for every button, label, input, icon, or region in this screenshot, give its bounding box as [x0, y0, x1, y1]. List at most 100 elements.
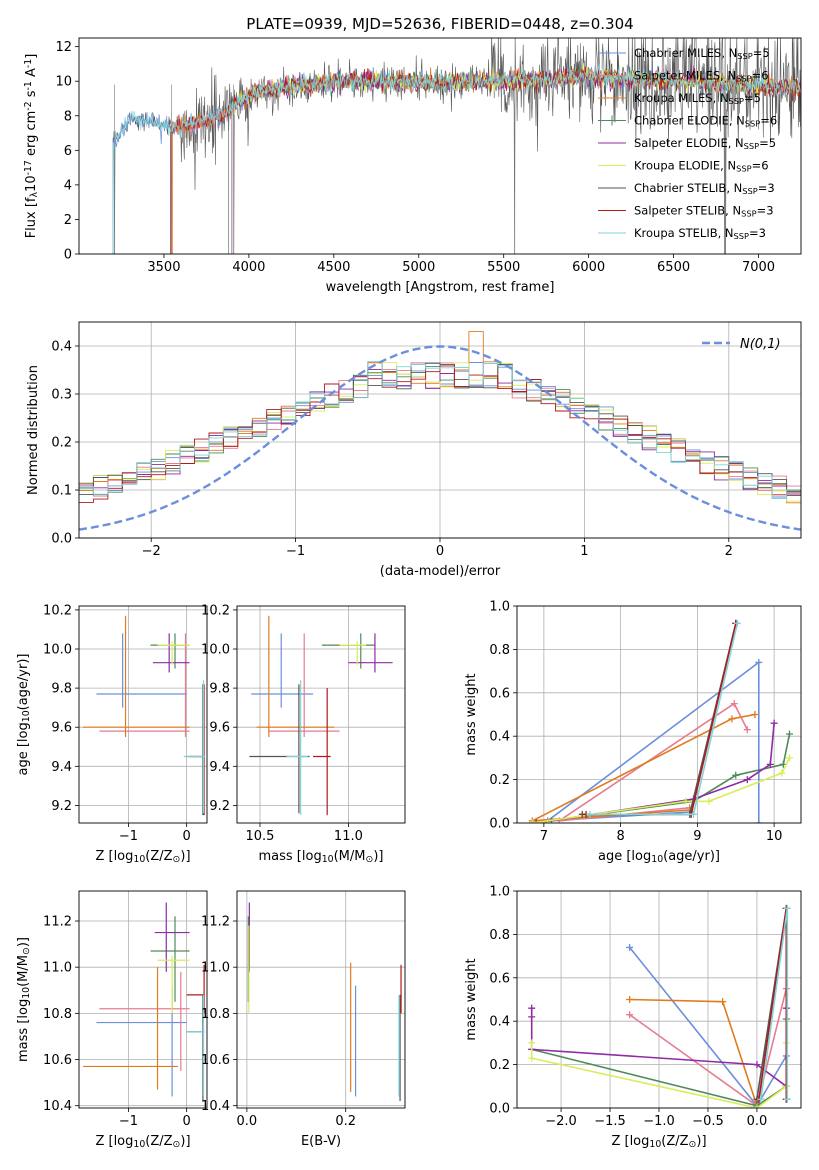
y-tick-label: 0.8 [489, 643, 510, 658]
y-tick-label: 9.8 [209, 682, 230, 697]
axes-frame [236, 605, 406, 824]
weight-point-marker [783, 1095, 791, 1103]
weight-point-marker [743, 776, 751, 784]
y-tick-label: 4 [64, 178, 72, 193]
y-tick-label: 10.8 [201, 1007, 230, 1022]
y-tick-label: 1.0 [489, 600, 510, 615]
y-tick-label: 10.4 [201, 1099, 230, 1114]
x-tick-label: 0.2 [335, 1114, 356, 1129]
legend-entry: Salpeter MILES, NSSP=6 [634, 69, 769, 84]
y-axis-label: mass weight [464, 673, 479, 755]
y-tick-label: 10.0 [43, 643, 72, 658]
y-tick-label: 9.8 [51, 682, 72, 697]
y-axis-label: Flux [fλ10-17 erg cm-2 s-1 A-1] [23, 54, 40, 239]
y-tick-label: 0.1 [51, 484, 72, 499]
errorbar-point [157, 641, 190, 665]
y-axis-label: mass [log10(M/M⊙)] [16, 937, 32, 1062]
weight-point-marker [783, 904, 791, 912]
x-tick-label: −2 [142, 544, 161, 559]
y-tick-label: 9.6 [51, 721, 72, 736]
y-tick-label: 9.6 [209, 721, 230, 736]
x-axis-label: age [log10(age/yr)] [598, 849, 720, 865]
y-tick-label: 9.4 [209, 760, 230, 775]
y-axis-label: Normed distribution [26, 365, 41, 495]
axes-frame [78, 37, 802, 255]
axes-frame [78, 321, 802, 539]
residual-histogram [79, 361, 801, 499]
legend-entry: Chabrier STELIB, NSSP=3 [634, 181, 775, 196]
weight-point-marker [586, 810, 594, 818]
errorbar-point [183, 680, 205, 814]
legend-entry: Salpeter ELODIE, NSSP=5 [634, 136, 776, 151]
errorbar-point [286, 680, 308, 816]
weight-point-marker [755, 658, 763, 666]
x-tick-label: 5000 [402, 260, 435, 275]
y-tick-label: 10.8 [43, 1007, 72, 1022]
weight-point-marker [751, 711, 759, 718]
x-axis-label: wavelength [Angstrom, rest frame] [326, 280, 555, 295]
y-tick-label: 9.2 [209, 799, 230, 814]
age-vs-mass-panel: 10.5 11.0 9.2 9.4 9.6 9.8 10.0 10.2 mass [log10(… [201, 603, 406, 865]
errorbar-point [256, 615, 335, 737]
y-tick-label: 11.2 [201, 915, 230, 930]
weight-point-marker [733, 619, 741, 627]
weight-point-marker [755, 819, 763, 823]
weight-point-marker [766, 760, 774, 768]
x-tick-label: 0 [182, 829, 190, 844]
weight-point-marker [626, 943, 634, 951]
weight-point-marker [753, 1104, 761, 1108]
y-tick-label: 9.2 [51, 799, 72, 814]
x-tick-label: 0 [182, 1114, 190, 1129]
y-tick-label: 0.2 [51, 436, 72, 451]
legend-entry: Kroupa ELODIE, NSSP=6 [634, 159, 769, 174]
y-tick-label: 0.3 [51, 388, 72, 403]
weight-point-marker [528, 1013, 536, 1021]
legend-entry: Salpeter STELIB, NSSP=3 [634, 204, 774, 219]
y-tick-label: 11.0 [201, 961, 230, 976]
y-tick-label: 2 [64, 213, 72, 228]
axes-frame [236, 890, 406, 1109]
weight-point-marker [626, 1011, 634, 1019]
residual-histogram [79, 362, 801, 502]
weight-point-marker [753, 1061, 761, 1069]
legend-entry: Chabrier MILES, NSSP=5 [634, 46, 770, 61]
errorbar-point [152, 633, 190, 673]
spectrum-panel: 3500 4000 4500 5000 5500 6000 6500 7000 0 2 4 6 8 10 1… [23, 37, 802, 295]
y-tick-label: 0.4 [489, 730, 510, 745]
x-tick-label: 10 [766, 829, 783, 844]
weight-point-marker [532, 819, 540, 823]
weight-point-marker [705, 797, 713, 805]
axes-frame [78, 890, 208, 1109]
y-tick-label: 0.2 [489, 773, 510, 788]
x-axis-label: mass [log10(M/M⊙)] [259, 849, 384, 865]
weight-vs-Z-panel: −2.0 −1.5 −1.0 −0.5 0.0 0.0 0.2 0.4 0.6 0.8 1.0 Z [… [464, 885, 802, 1150]
weight-series-line [545, 660, 760, 823]
figure-title: PLATE=0939, MJD=52636, FIBERID=0448, z=0… [246, 15, 633, 33]
x-tick-label: 2 [725, 544, 733, 559]
x-tick-label: 11.0 [334, 829, 363, 844]
x-tick-label: 4500 [317, 260, 350, 275]
weight-point-marker [544, 819, 552, 823]
y-axis-label: mass weight [464, 958, 479, 1040]
x-tick-label: 0.0 [747, 1114, 768, 1129]
x-tick-label: −1.0 [643, 1114, 675, 1129]
x-tick-label: 10.5 [246, 829, 275, 844]
x-tick-label: 3500 [147, 260, 180, 275]
errorbar-point [99, 633, 190, 737]
spectrum-line [112, 63, 801, 254]
legend-entry: Chabrier ELODIE, NSSP=6 [634, 114, 777, 129]
y-tick-label: 8 [64, 109, 72, 124]
errorbar-point [150, 916, 190, 1002]
mass-vs-ebv-panel: 0.0 0.2 10.4 10.6 10.8 11.0 11.2 E(B-V) [201, 890, 406, 1149]
weight-point-marker [732, 771, 740, 779]
x-tick-label: 7 [540, 829, 548, 844]
x-tick-label: −0.5 [692, 1114, 724, 1129]
x-tick-label: 4000 [232, 260, 265, 275]
x-tick-label: 5500 [487, 260, 520, 275]
weight-point-marker [785, 754, 793, 762]
weight-point-marker [719, 998, 727, 1006]
y-tick-label: 10.6 [201, 1053, 230, 1068]
x-tick-label: 0.0 [237, 1114, 258, 1129]
y-tick-label: 12 [55, 40, 72, 55]
